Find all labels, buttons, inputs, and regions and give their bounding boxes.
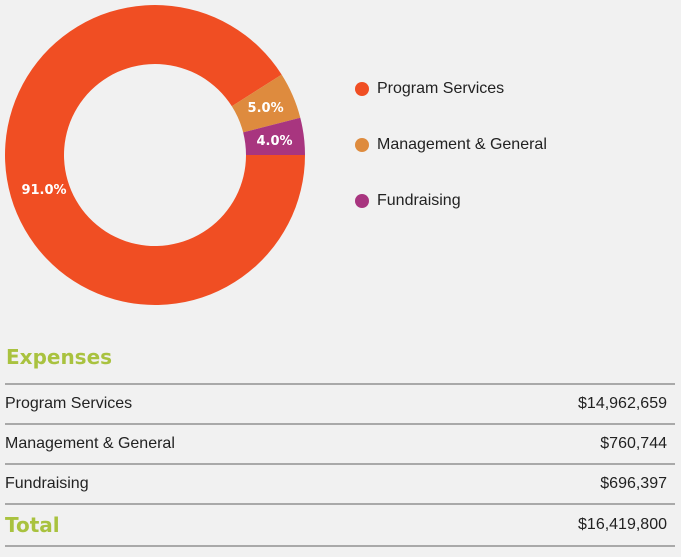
donut-chart: 91.0% 5.0% 4.0% (5, 4, 306, 305)
table-row-management-general: Management & General $760,744 (5, 423, 675, 463)
slice-fundraising (243, 117, 305, 155)
legend-swatch-fundraising (355, 194, 369, 208)
row-amount: $696,397 (600, 475, 667, 492)
table-row-fundraising: Fundraising $696,397 (5, 463, 675, 503)
legend-item-management-general: Management & General (355, 134, 547, 156)
legend-item-program-services: Program Services (355, 78, 547, 100)
row-amount: $760,744 (600, 435, 667, 452)
row-label: Management & General (5, 435, 175, 452)
legend-label-management-general: Management & General (377, 136, 547, 153)
row-label: Fundraising (5, 475, 89, 492)
slice-program-services (5, 4, 306, 305)
slice-label-program-services: 91.0% (21, 183, 66, 198)
chart-legend: Program Services Management & General Fu… (355, 78, 547, 246)
slice-label-management-general: 5.0% (248, 101, 284, 116)
slice-management-general (231, 74, 301, 133)
expenses-title: Expenses (6, 345, 113, 369)
slice-label-fundraising: 4.0% (257, 134, 293, 149)
legend-label-program-services: Program Services (377, 80, 505, 97)
expenses-table: Program Services $14,962,659 Management … (5, 383, 675, 547)
legend-swatch-program-services (355, 82, 369, 96)
donut-chart-area: 91.0% 5.0% 4.0% Program Services Managemen… (5, 4, 547, 305)
legend-label-fundraising: Fundraising (377, 192, 461, 209)
total-label: Total (5, 513, 60, 537)
table-row-program-services: Program Services $14,962,659 (5, 383, 675, 423)
table-row-total: Total $16,419,800 (5, 503, 675, 547)
total-amount: $16,419,800 (578, 516, 667, 533)
legend-swatch-management-general (355, 138, 369, 152)
row-amount: $14,962,659 (578, 395, 667, 412)
legend-item-fundraising: Fundraising (355, 190, 547, 212)
row-label: Program Services (5, 395, 133, 412)
